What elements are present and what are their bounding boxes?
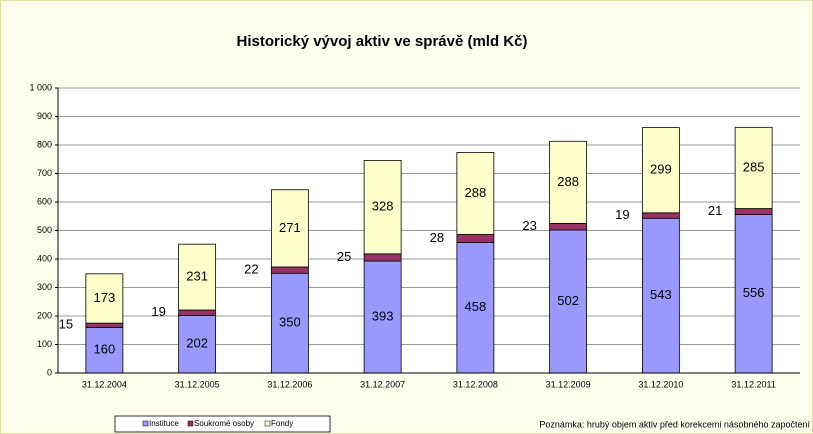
bar-segment <box>178 309 217 316</box>
y-tick-label: 300 <box>37 282 52 292</box>
data-label: 25 <box>337 249 351 264</box>
y-tick-label: 1 000 <box>29 82 52 92</box>
data-label: 299 <box>650 162 672 177</box>
bar-segment <box>641 127 680 214</box>
chart-title: Historický vývoj aktiv ve správě (mld Kč… <box>237 33 528 50</box>
x-tick-label: 31.12.2008 <box>453 379 498 389</box>
data-label: 458 <box>465 299 487 314</box>
x-tick-label: 31.12.2005 <box>175 379 220 389</box>
data-label: 15 <box>59 317 73 332</box>
bar-segment <box>456 242 495 374</box>
data-label: 231 <box>186 269 208 284</box>
annotation: Poznámka: hrubý objem aktiv před korekce… <box>539 419 810 429</box>
bar-segment <box>734 126 773 209</box>
data-label: 21 <box>708 203 722 218</box>
bar-segment <box>549 140 588 224</box>
bar-segment <box>85 326 124 374</box>
bar-segment <box>456 152 495 235</box>
legend-label: Fondy <box>271 419 293 428</box>
bar-segment <box>549 229 588 374</box>
legend-label: Instituce <box>149 419 179 428</box>
data-label: 271 <box>279 220 301 235</box>
bar-segment <box>85 322 124 328</box>
data-label: 28 <box>430 230 444 245</box>
y-tick-label: 500 <box>37 225 52 235</box>
legend-swatch <box>142 420 149 427</box>
data-label: 543 <box>650 287 672 302</box>
legend-box <box>114 415 331 433</box>
bar-segment <box>270 189 309 268</box>
bar-segment <box>363 159 402 255</box>
bar-segment <box>456 234 495 243</box>
data-label: 502 <box>557 293 579 308</box>
y-tick-label: 400 <box>37 253 52 263</box>
bar-segment <box>641 217 680 374</box>
x-tick-label: 31.12.2007 <box>360 379 405 389</box>
data-label: 23 <box>522 218 536 233</box>
x-tick-label: 31.12.2009 <box>546 379 591 389</box>
bar-segment <box>549 222 588 231</box>
bar-segment <box>85 273 124 324</box>
y-tick-label: 600 <box>37 196 52 206</box>
y-tick-label: 900 <box>37 111 52 121</box>
bar-segment <box>641 212 680 219</box>
bar-segment <box>734 208 773 215</box>
data-label: 160 <box>94 342 116 357</box>
x-tick-label: 31.12.2010 <box>638 379 683 389</box>
data-label: 288 <box>465 185 487 200</box>
data-label: 285 <box>743 159 765 174</box>
data-label: 288 <box>557 174 579 189</box>
bar-segment <box>270 266 309 274</box>
data-label: 19 <box>151 304 165 319</box>
bar-segment <box>178 315 217 374</box>
bar-segment <box>178 243 217 311</box>
x-tick-label: 31.12.2004 <box>82 379 127 389</box>
y-tick-label: 200 <box>37 310 52 320</box>
y-tick-label: 100 <box>37 339 52 349</box>
y-tick-label: 800 <box>37 139 52 149</box>
legend-label: Soukromé osoby <box>194 419 254 428</box>
bar-segment <box>270 272 309 374</box>
data-label: 202 <box>186 336 208 351</box>
y-tick-label: 0 <box>47 367 52 377</box>
data-label: 19 <box>615 207 629 222</box>
data-label: 556 <box>743 285 765 300</box>
y-tick-label: 700 <box>37 168 52 178</box>
data-label: 350 <box>279 315 301 330</box>
x-tick-label: 31.12.2011 <box>731 379 775 389</box>
data-label: 22 <box>244 262 258 277</box>
x-tick-label: 31.12.2006 <box>267 379 312 389</box>
data-label: 393 <box>372 308 394 323</box>
bar-segment <box>363 253 402 262</box>
data-label: 173 <box>94 290 116 305</box>
data-label: 328 <box>372 199 394 214</box>
legend-swatch <box>187 420 194 427</box>
legend-swatch <box>264 420 271 427</box>
